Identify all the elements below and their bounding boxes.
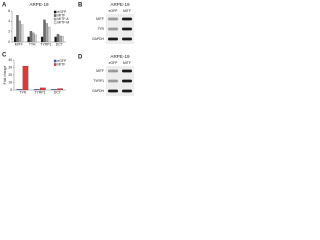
bar <box>18 20 21 43</box>
band <box>122 37 132 41</box>
band <box>108 79 118 83</box>
blot-title: ARPE-19 <box>110 2 130 7</box>
y-tick-label: 4 <box>8 19 10 23</box>
bar <box>48 26 51 43</box>
row-label: GAPDH <box>92 37 105 41</box>
y-tick-label: 2 <box>8 30 10 34</box>
lane-label: MITF <box>123 9 131 13</box>
panel-label: C <box>2 53 7 59</box>
bar <box>45 23 48 43</box>
row-label: MITF <box>96 69 104 73</box>
x-tick-label: TYR <box>19 90 26 94</box>
bar <box>16 15 19 43</box>
y-tick-label: 30 <box>8 65 12 69</box>
lane-label: MITF <box>123 61 131 65</box>
lane-label: eGFP <box>109 9 119 13</box>
legend-label: MITF-A <box>57 17 69 21</box>
band <box>108 37 118 41</box>
x-tick-label: MITF <box>15 42 23 46</box>
bar <box>61 36 64 43</box>
legend-swatch <box>53 59 57 63</box>
row-label: TYRP1 <box>93 79 104 83</box>
y-tick-label: 6 <box>8 9 10 13</box>
row-label: MITF <box>96 17 104 21</box>
band <box>122 27 132 31</box>
bar <box>27 36 30 43</box>
panel-label: D <box>78 55 83 61</box>
legend-label: MITF <box>57 62 65 66</box>
band <box>108 27 118 31</box>
x-tick-label: DCT <box>54 90 61 94</box>
legend-swatch <box>53 17 57 21</box>
bar <box>40 36 44 43</box>
bar <box>29 31 33 43</box>
legend-label: MITF-M <box>57 21 69 25</box>
band <box>122 89 132 93</box>
bar <box>13 36 17 43</box>
panel-label: A <box>2 3 7 9</box>
y-tick-label: 40 <box>8 58 12 62</box>
band <box>108 69 118 73</box>
y-tick-label: 0 <box>10 88 12 92</box>
row-label: GAPDH <box>92 89 105 93</box>
x-tick-label: TYRP1 <box>35 90 46 94</box>
bar <box>39 87 46 91</box>
bar <box>51 89 57 91</box>
bar <box>54 36 57 43</box>
y-axis-label: Fold change <box>3 66 7 85</box>
lane-label: eGFP <box>109 61 119 65</box>
x-tick-label: TYRP1 <box>40 42 51 46</box>
bar <box>32 32 35 43</box>
x-tick-label: DCT <box>56 42 63 46</box>
chart-title: ARPE-19 <box>29 2 49 7</box>
band <box>122 17 132 21</box>
bar <box>33 89 40 91</box>
legend-label: MITF <box>57 13 65 17</box>
y-tick-label: 20 <box>8 73 12 77</box>
bar <box>57 88 63 91</box>
bar <box>59 35 62 43</box>
band <box>122 69 132 73</box>
legend-swatch <box>53 14 57 17</box>
band <box>108 17 118 21</box>
panel-label: B <box>78 3 83 9</box>
bar <box>43 19 46 43</box>
bar <box>56 34 60 43</box>
legend-swatch <box>53 10 57 14</box>
band <box>108 89 118 93</box>
y-tick-label: 0 <box>8 40 10 44</box>
legend-swatch <box>53 21 57 25</box>
x-tick-label: TYR <box>29 42 36 46</box>
legend-label: eGFP <box>57 10 67 14</box>
y-tick-label: 10 <box>8 80 12 84</box>
blot-title: ARPE-19 <box>110 54 130 59</box>
bar <box>21 24 24 43</box>
bar <box>22 65 29 91</box>
bar <box>16 89 23 91</box>
bar <box>34 34 37 43</box>
legend-swatch <box>53 63 57 66</box>
band <box>122 79 132 83</box>
legend-label: eGFP <box>57 59 67 63</box>
row-label: TYR <box>97 27 104 31</box>
